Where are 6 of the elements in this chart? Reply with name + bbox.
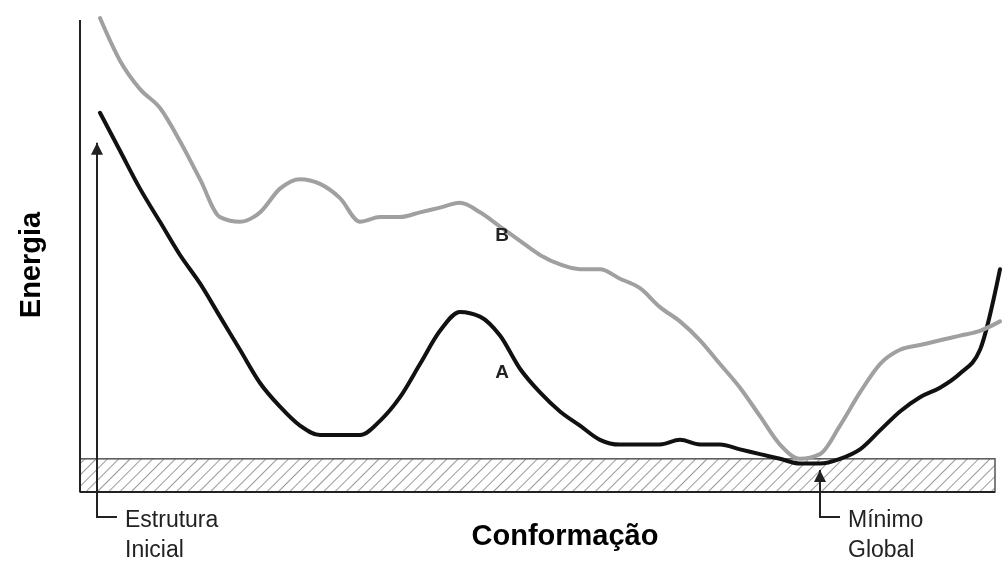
series-label: B [495,224,509,245]
series-label: A [495,361,510,383]
x-axis-title: Conformação [471,519,659,551]
y-axis-title: Energia [14,210,46,319]
text: Estrutura Inicial [125,506,219,562]
text: Mínimo Global [848,506,924,562]
